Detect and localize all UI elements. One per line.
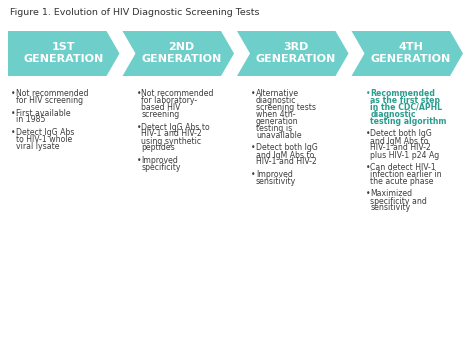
- Text: HIV-1 and HIV-2: HIV-1 and HIV-2: [256, 158, 317, 166]
- Text: and IgM Abs to: and IgM Abs to: [256, 150, 314, 160]
- Text: in the CDC/APHL: in the CDC/APHL: [371, 103, 443, 112]
- Text: HIV-1 and HIV-2: HIV-1 and HIV-2: [142, 130, 202, 138]
- Text: •: •: [365, 89, 370, 98]
- Text: •: •: [365, 130, 370, 138]
- Text: •: •: [11, 128, 16, 137]
- Text: when 4th-: when 4th-: [256, 110, 295, 119]
- Text: 4TH
GENERATION: 4TH GENERATION: [370, 43, 451, 64]
- Text: as the first step: as the first step: [371, 96, 440, 105]
- Text: 3RD
GENERATION: 3RD GENERATION: [256, 43, 336, 64]
- Text: specificity and: specificity and: [371, 196, 428, 206]
- Polygon shape: [237, 31, 348, 76]
- Text: Detect both IgG: Detect both IgG: [371, 130, 432, 138]
- Text: •: •: [11, 89, 16, 98]
- Text: •: •: [137, 89, 141, 98]
- Text: the acute phase: the acute phase: [371, 177, 434, 186]
- Text: 1ST
GENERATION: 1ST GENERATION: [24, 43, 104, 64]
- Text: testing algorithm: testing algorithm: [371, 117, 447, 126]
- Text: Not recommended: Not recommended: [142, 89, 214, 98]
- Text: •: •: [137, 122, 141, 132]
- Polygon shape: [122, 31, 234, 76]
- Text: Improved: Improved: [142, 156, 178, 165]
- Polygon shape: [8, 31, 119, 76]
- Polygon shape: [352, 31, 463, 76]
- Text: diagnostic: diagnostic: [371, 110, 416, 119]
- Text: for HIV screening: for HIV screening: [16, 96, 83, 105]
- Text: testing is: testing is: [256, 124, 292, 133]
- Text: Not recommended: Not recommended: [16, 89, 89, 98]
- Text: Detect IgG Abs: Detect IgG Abs: [16, 128, 74, 137]
- Text: Maximized: Maximized: [371, 190, 413, 198]
- Text: sensitivity: sensitivity: [256, 177, 296, 186]
- Text: plus HIV-1 p24 Ag: plus HIV-1 p24 Ag: [371, 150, 440, 160]
- Text: using synthetic: using synthetic: [142, 136, 201, 146]
- Text: •: •: [251, 170, 255, 179]
- Text: in 1985: in 1985: [16, 116, 46, 124]
- Text: Can detect HIV-1: Can detect HIV-1: [371, 163, 436, 172]
- Text: based HIV: based HIV: [142, 103, 181, 112]
- Text: sensitivity: sensitivity: [371, 204, 411, 212]
- Text: Improved: Improved: [256, 170, 293, 179]
- Text: for laboratory-: for laboratory-: [142, 96, 198, 105]
- Text: •: •: [365, 163, 370, 172]
- Text: Figure 1. Evolution of HIV Diagnostic Screening Tests: Figure 1. Evolution of HIV Diagnostic Sc…: [10, 8, 259, 17]
- Text: screening tests: screening tests: [256, 103, 316, 112]
- Text: 2ND
GENERATION: 2ND GENERATION: [141, 43, 222, 64]
- Text: First available: First available: [16, 108, 71, 118]
- Text: Recommended: Recommended: [371, 89, 436, 98]
- Text: unavailable: unavailable: [256, 131, 301, 140]
- Text: •: •: [137, 156, 141, 165]
- Text: screening: screening: [142, 110, 180, 119]
- Text: •: •: [365, 190, 370, 198]
- Text: Detect IgG Abs to: Detect IgG Abs to: [142, 122, 210, 132]
- Text: viral lysate: viral lysate: [16, 142, 60, 151]
- Text: •: •: [251, 144, 255, 152]
- Text: specificity: specificity: [142, 163, 181, 172]
- Text: and IgM Abs to: and IgM Abs to: [371, 136, 429, 146]
- Text: peptides: peptides: [142, 144, 175, 152]
- Text: Alternative: Alternative: [256, 89, 299, 98]
- Text: generation: generation: [256, 117, 299, 126]
- Text: to HIV-1 whole: to HIV-1 whole: [16, 135, 72, 144]
- Text: •: •: [11, 108, 16, 118]
- Text: HIV-1 and HIV-2: HIV-1 and HIV-2: [371, 144, 431, 152]
- Text: infection earlier in: infection earlier in: [371, 170, 442, 179]
- Text: diagnostic: diagnostic: [256, 96, 297, 105]
- Text: Detect both IgG: Detect both IgG: [256, 144, 318, 152]
- Text: •: •: [251, 89, 255, 98]
